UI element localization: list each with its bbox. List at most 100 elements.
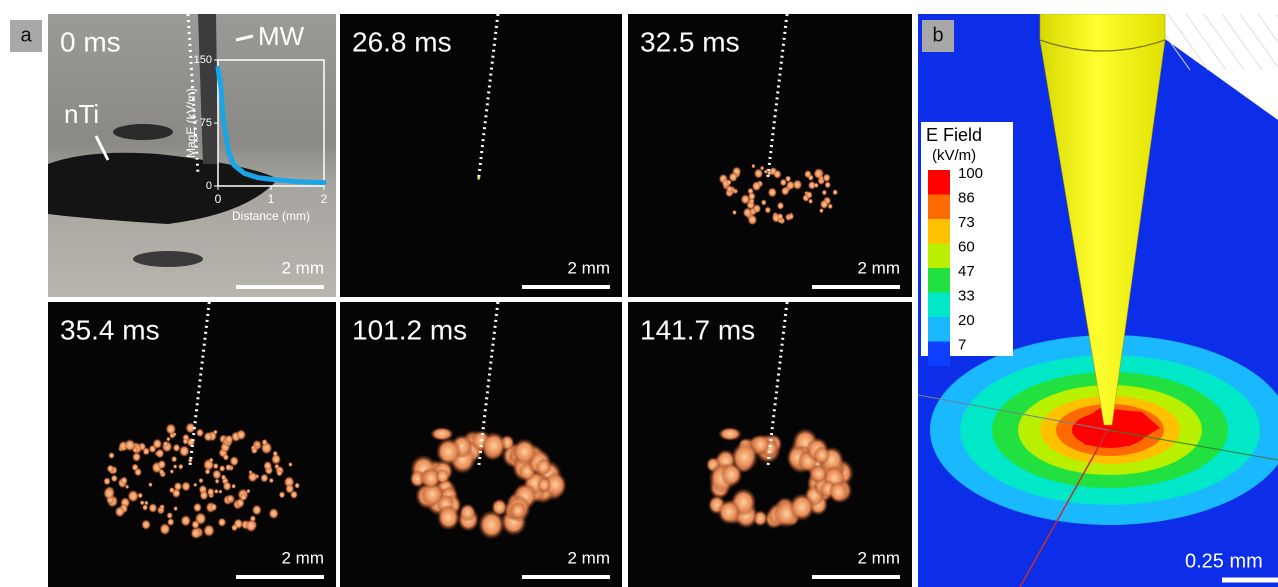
blob <box>111 475 118 483</box>
scale-bar-label: 2 mm <box>858 548 901 567</box>
blob <box>236 429 246 440</box>
blob <box>221 474 226 480</box>
blob <box>178 464 183 470</box>
blob <box>491 498 507 516</box>
blob <box>148 482 152 487</box>
blob <box>198 478 203 484</box>
blob <box>459 503 476 521</box>
blob <box>240 493 247 501</box>
blob <box>204 432 213 442</box>
blob <box>246 489 250 494</box>
blob <box>780 179 787 187</box>
blob <box>209 458 214 463</box>
panel-label: b <box>932 24 943 46</box>
blob <box>225 464 232 471</box>
blob <box>140 500 145 505</box>
blob <box>793 179 803 190</box>
blob <box>729 172 738 182</box>
blob <box>223 481 232 491</box>
frame: 141.7 ms2 mm <box>628 302 912 587</box>
scale-bar-label: 0.25 mm <box>1185 550 1263 572</box>
blob <box>205 468 211 474</box>
blob <box>167 512 173 519</box>
blob <box>252 505 262 516</box>
blob <box>180 515 191 527</box>
legend-swatch <box>928 317 950 342</box>
blob <box>133 447 138 453</box>
blob <box>108 452 114 459</box>
blob <box>752 204 761 214</box>
blob <box>166 437 170 442</box>
panel-label: a <box>20 24 32 46</box>
blob <box>193 503 202 513</box>
scale-bar-label: 2 mm <box>858 258 901 277</box>
blob <box>245 519 257 532</box>
legend-label: 73 <box>958 214 975 231</box>
frame: 26.8 ms 2 mm <box>340 14 622 297</box>
blob <box>107 465 114 473</box>
blob <box>148 503 157 513</box>
blob <box>512 438 536 465</box>
blob <box>823 173 831 182</box>
legend-label: 47 <box>958 263 975 280</box>
shadow <box>113 124 173 140</box>
blob <box>773 170 782 179</box>
figure: aMWnTi0 ms2 mm26.8 ms2 mm32.5 ms2 mm35.4… <box>0 0 1278 587</box>
blob <box>263 461 272 471</box>
legend-label: 86 <box>958 189 975 206</box>
blob <box>159 469 165 475</box>
blob <box>808 199 813 204</box>
legend-label: 7 <box>958 336 966 353</box>
blob <box>269 478 274 484</box>
legend-label: 100 <box>958 165 983 182</box>
blob <box>752 181 762 191</box>
blob <box>115 506 125 517</box>
blob <box>155 448 164 458</box>
blob <box>481 432 506 460</box>
blob <box>813 168 823 179</box>
blob <box>777 213 784 220</box>
blob <box>179 445 190 457</box>
x-tick-label: 1 <box>268 192 275 206</box>
blob <box>751 434 770 455</box>
x-tick-label: 2 <box>321 192 328 206</box>
blob <box>173 444 181 452</box>
blob <box>824 181 831 188</box>
scale-bar-label: 2 mm <box>568 258 611 277</box>
blob <box>828 481 848 503</box>
blob <box>248 472 258 483</box>
blob <box>159 507 164 513</box>
scale-bar-label: 2 mm <box>282 548 325 567</box>
legend-title: E Field <box>926 125 982 145</box>
blob <box>141 519 151 530</box>
blob <box>132 463 139 471</box>
blob <box>212 469 222 479</box>
blob <box>199 490 208 500</box>
blob <box>537 477 551 492</box>
blob <box>788 214 794 220</box>
blob <box>261 439 267 446</box>
blob <box>810 464 827 483</box>
legend-swatch <box>928 219 950 244</box>
y-tick-label: 75 <box>200 117 212 129</box>
time-label: 0 ms <box>60 26 121 57</box>
blob <box>777 202 784 210</box>
time-label: 26.8 ms <box>352 26 452 57</box>
annotation: MW <box>258 21 305 51</box>
shadow <box>133 251 203 267</box>
blob <box>268 508 278 519</box>
blob <box>196 428 204 437</box>
blob <box>142 447 150 455</box>
blob <box>213 429 218 434</box>
blob <box>223 454 229 461</box>
blob <box>754 168 764 178</box>
blob <box>231 524 238 531</box>
scale-bar-label: 2 mm <box>568 548 611 567</box>
y-tick-label: 150 <box>194 54 212 66</box>
blob <box>172 432 176 436</box>
blob <box>832 189 838 195</box>
x-axis-title: Distance (mm) <box>232 209 310 223</box>
legend-label: 20 <box>958 312 975 329</box>
frame: 35.4 ms2 mm <box>48 302 336 587</box>
blob <box>174 482 183 491</box>
